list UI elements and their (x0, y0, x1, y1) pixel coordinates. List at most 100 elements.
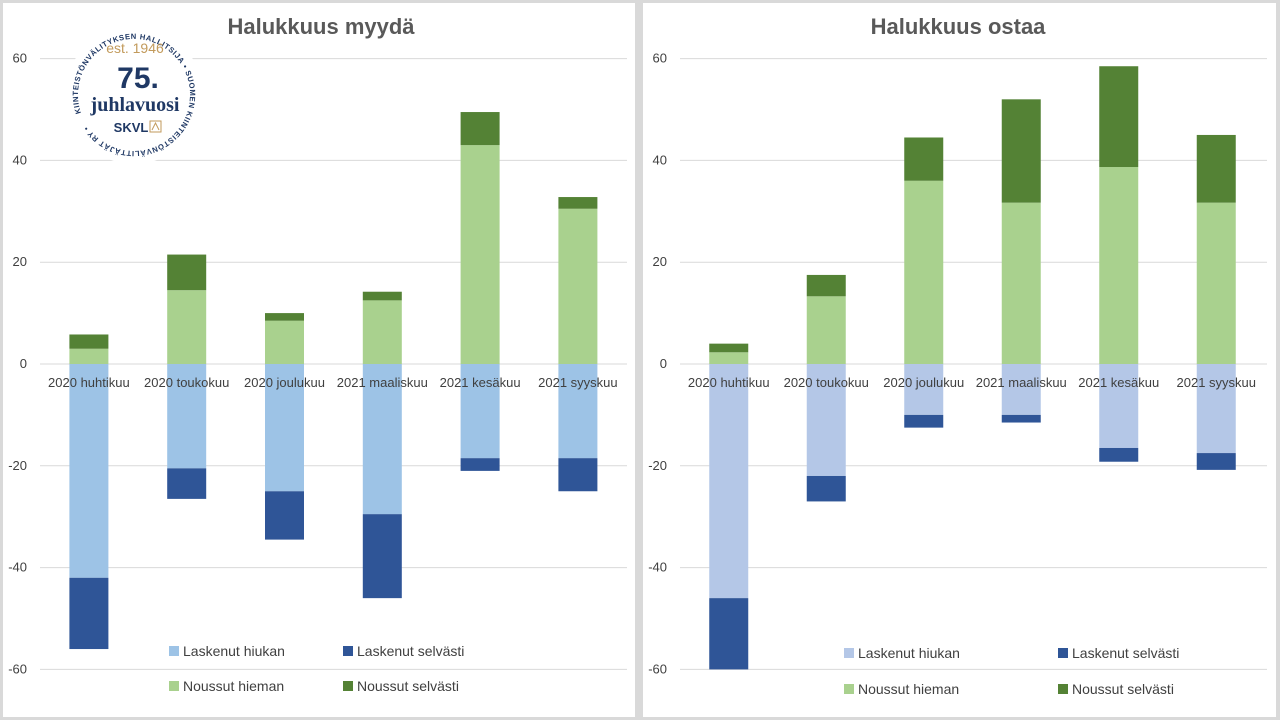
sell-legend-label: Noussut hieman (183, 678, 284, 694)
sell-y-tick-label: -40 (8, 560, 27, 575)
logo-background (65, 26, 203, 164)
sell-legend-swatch (343, 681, 353, 691)
buy-x-tick-label: 2021 syyskuu (1177, 375, 1257, 390)
sell-bar-3-0 (69, 334, 109, 349)
sell-legend-label: Laskenut selvästi (357, 643, 464, 659)
buy-x-tick-label: 2020 toukokuu (784, 375, 869, 390)
logo-word: juhlavuosi (90, 94, 180, 116)
sell-bar-2-1 (167, 290, 207, 364)
sell-y-tick-label: -20 (8, 458, 27, 473)
buy-y-tick-label: -20 (648, 458, 667, 473)
sell-bar-0-0 (69, 364, 109, 578)
logo-house-roof-icon (151, 121, 160, 131)
buy-bar-2-5 (1196, 202, 1236, 364)
sell-bar-1-5 (558, 458, 598, 492)
sell-y-tick-label: -60 (8, 661, 27, 676)
logo-number: 75. (117, 62, 159, 95)
buy-bar-3-4 (1099, 66, 1139, 168)
buy-bar-3-2 (904, 137, 944, 181)
sell-y-tick-label: 20 (13, 254, 27, 269)
sell-chart-title: Halukkuus myydä (227, 14, 415, 39)
sell-x-tick-label: 2021 syyskuu (538, 375, 618, 390)
sell-legend-swatch (169, 681, 179, 691)
buy-legend-swatch (1058, 648, 1068, 658)
sell-bar-1-0 (69, 577, 109, 650)
sell-bar-1-2 (265, 491, 304, 540)
buy-bar-3-1 (806, 274, 846, 297)
buy-bar-3-0 (709, 343, 749, 353)
logo-house-icon (149, 120, 162, 133)
chart-buy: Halukkuus ostaa -60 -40 -20 0 20 40 60 2020 huht… (648, 14, 1267, 697)
sell-bar-0-1 (167, 364, 207, 469)
sell-bar-1-1 (167, 468, 207, 499)
sell-legend-swatch (343, 646, 353, 656)
chart-sell: Halukkuus myydä -60 -40 -20 0 20 40 60 2020 huht… (8, 14, 627, 694)
buy-bar-0-3 (1001, 364, 1041, 415)
buy-legend-swatch (844, 648, 854, 658)
sell-x-tick-label: 2021 kesäkuu (440, 375, 521, 390)
sell-y-tick-label: 60 (13, 51, 27, 66)
sell-bar-1-4 (460, 458, 500, 471)
buy-bar-0-4 (1099, 364, 1139, 448)
buy-bar-1-1 (806, 475, 846, 502)
buy-y-tick-label: 40 (653, 152, 667, 167)
buy-legend-label: Laskenut selvästi (1072, 645, 1179, 661)
sell-bar-0-3 (362, 364, 402, 515)
buy-bar-2-2 (904, 180, 944, 364)
skvl-75-logo: KIINTEISTÖNVÄLITYKSEN HALLITSIJA • SUOME… (65, 26, 203, 164)
sell-bar-2-2 (265, 320, 304, 364)
buy-bar-0-1 (806, 364, 846, 476)
sell-bar-1-3 (362, 514, 402, 599)
buy-bar-1-0 (709, 598, 749, 670)
buy-bar-2-3 (1001, 202, 1041, 364)
sell-bar-2-3 (362, 300, 402, 364)
buy-x-tick-label: 2020 joulukuu (883, 375, 964, 390)
logo-brand: SKVL (114, 120, 149, 135)
sell-bar-3-3 (362, 291, 402, 301)
sell-legend-label: Noussut selvästi (357, 678, 459, 694)
buy-legend-label: Laskenut hiukan (858, 645, 960, 661)
buy-bar-1-5 (1196, 453, 1236, 470)
buy-bar-1-3 (1001, 414, 1041, 423)
buy-legend-label: Noussut selvästi (1072, 681, 1174, 697)
sell-legend-label: Laskenut hiukan (183, 643, 285, 659)
sell-bar-3-1 (167, 254, 207, 291)
buy-bar-0-0 (709, 364, 749, 599)
sell-bar-0-4 (460, 364, 500, 459)
sell-bar-0-2 (265, 364, 304, 492)
sell-y-tick-label: 0 (20, 356, 27, 371)
buy-y-tick-label: 0 (660, 356, 667, 371)
buy-bar-2-4 (1099, 167, 1139, 364)
buy-bar-2-0 (709, 352, 749, 364)
chart-panel-sell: Halukkuus myydä -60 -40 -20 0 20 40 60 2020 huht… (3, 3, 635, 717)
logo-est: est. 1946 (106, 40, 164, 56)
buy-y-tick-label: 60 (653, 51, 667, 66)
buy-chart-title: Halukkuus ostaa (871, 14, 1047, 39)
sell-x-tick-label: 2020 joulukuu (244, 375, 325, 390)
sell-bar-0-5 (558, 364, 598, 459)
buy-y-tick-label: -40 (648, 560, 667, 575)
buy-x-tick-label: 2020 huhtikuu (688, 375, 770, 390)
sell-bar-3-5 (558, 197, 598, 209)
buy-bar-3-3 (1001, 99, 1041, 203)
chart-panel-buy: Halukkuus ostaa -60 -40 -20 0 20 40 60 2020 huht… (643, 3, 1276, 717)
sell-legend-swatch (169, 646, 179, 656)
buy-y-tick-label: 20 (653, 254, 667, 269)
buy-bar-0-5 (1196, 364, 1236, 454)
sell-y-tick-label: 40 (13, 152, 27, 167)
sell-bar-2-4 (460, 145, 500, 364)
sell-x-tick-label: 2020 huhtikuu (48, 375, 130, 390)
buy-legend-label: Noussut hieman (858, 681, 959, 697)
buy-x-tick-label: 2021 maaliskuu (976, 375, 1067, 390)
buy-bar-0-2 (904, 364, 944, 415)
buy-x-tick-label: 2021 kesäkuu (1078, 375, 1159, 390)
sell-bar-3-2 (265, 313, 304, 321)
sell-bar-2-5 (558, 208, 598, 364)
buy-bar-2-1 (806, 296, 846, 364)
buy-legend-swatch (1058, 684, 1068, 694)
buy-y-tick-label: -60 (648, 661, 667, 676)
sell-x-tick-label: 2020 toukokuu (144, 375, 229, 390)
buy-bar-1-4 (1099, 447, 1139, 462)
sell-bar-2-0 (69, 348, 109, 364)
sell-x-tick-label: 2021 maaliskuu (337, 375, 428, 390)
